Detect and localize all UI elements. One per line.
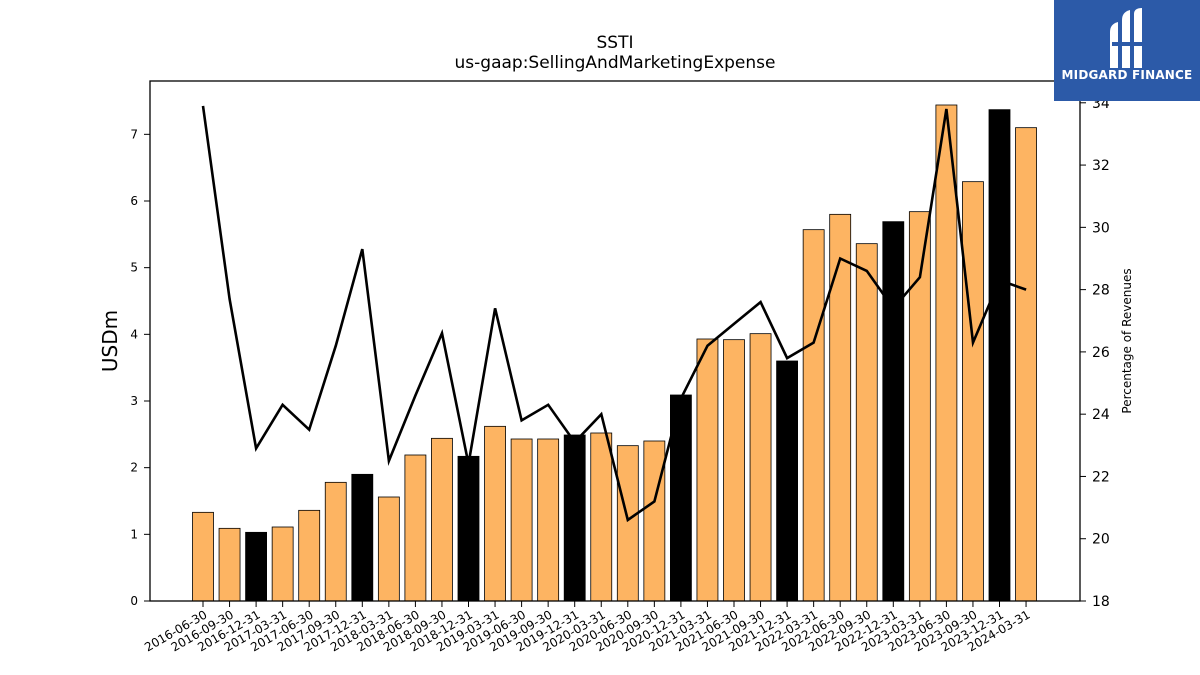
bar-2021-12-31: [776, 360, 798, 602]
y-axis-left: 0 1 2 3 4 5 6 7: [130, 127, 150, 608]
bar-2017-09-30: [324, 481, 347, 602]
bar-2021-06-30: [723, 339, 745, 602]
bar-2019-09-30: [537, 438, 560, 602]
y2-tick-label: 24: [1092, 407, 1110, 423]
y2-tick-label: 18: [1092, 594, 1110, 610]
bar-2019-06-30: [510, 438, 533, 602]
y-tick-label: 3: [130, 394, 138, 408]
bar-2022-09-30: [855, 243, 878, 602]
y2-axis-label: Percentage of Revenues: [1120, 268, 1134, 413]
bar-2022-03-31: [802, 229, 825, 602]
x-axis: 2016-06-302016-09-302016-12-312017-03-31…: [142, 601, 1033, 654]
logo-mark-icon: [1110, 8, 1142, 68]
bar-2017-12-31: [351, 473, 374, 602]
y-tick-label: 2: [130, 461, 138, 475]
plot-frame: [149, 80, 1081, 602]
chart-title: SSTI: [597, 33, 634, 53]
y2-tick-label: 30: [1092, 220, 1110, 236]
y2-tick-label: 32: [1092, 158, 1110, 174]
bar-2017-03-31: [271, 526, 294, 602]
bar-2016-06-30: [192, 511, 214, 602]
y-tick-label: 1: [130, 527, 138, 541]
bar-2018-06-30: [404, 454, 427, 602]
logo-text: MIDGARD FINANCE: [1061, 68, 1193, 82]
y2-tick-label: 26: [1092, 345, 1110, 361]
y2-tick-label: 20: [1092, 532, 1110, 548]
bar-2020-09-30: [643, 440, 666, 602]
y-tick-label: 4: [130, 327, 138, 341]
chart-subtitle: us-gaap:SellingAndMarketingExpense: [455, 53, 776, 73]
y-tick-label: 5: [130, 261, 138, 275]
percentage-line: [201, 105, 1027, 523]
bar-2020-03-31: [590, 432, 613, 602]
bar-2018-03-31: [377, 496, 400, 602]
bar-2021-03-31: [696, 338, 719, 602]
bar-2017-06-30: [298, 509, 321, 602]
bar-2018-09-30: [431, 437, 453, 602]
line-layer: [201, 105, 1027, 523]
y2-tick-label: 28: [1092, 283, 1110, 299]
y-axis-label: USDm: [98, 310, 122, 372]
bar-2019-03-31: [484, 425, 506, 602]
y-tick-label: 6: [130, 194, 138, 208]
bar-2021-09-30: [749, 333, 772, 602]
bar-2023-12-31: [988, 109, 1011, 602]
bar-2016-12-31: [245, 531, 268, 602]
bar-2018-12-31: [457, 455, 480, 602]
bars-layer: [192, 104, 1037, 602]
bar-2016-09-30: [218, 527, 241, 602]
bar-2023-09-30: [962, 181, 984, 602]
bar-2022-06-30: [829, 213, 852, 602]
bar-2024-03-31: [1015, 127, 1037, 602]
y2-tick-label: 22: [1092, 469, 1110, 485]
bar-2019-12-31: [563, 434, 586, 602]
bar-2022-12-31: [882, 221, 905, 602]
y-tick-label: 0: [130, 594, 138, 608]
brand-logo: MIDGARD FINANCE: [1054, 0, 1200, 101]
y-tick-label: 7: [130, 127, 138, 141]
bar-2020-06-30: [616, 445, 639, 602]
